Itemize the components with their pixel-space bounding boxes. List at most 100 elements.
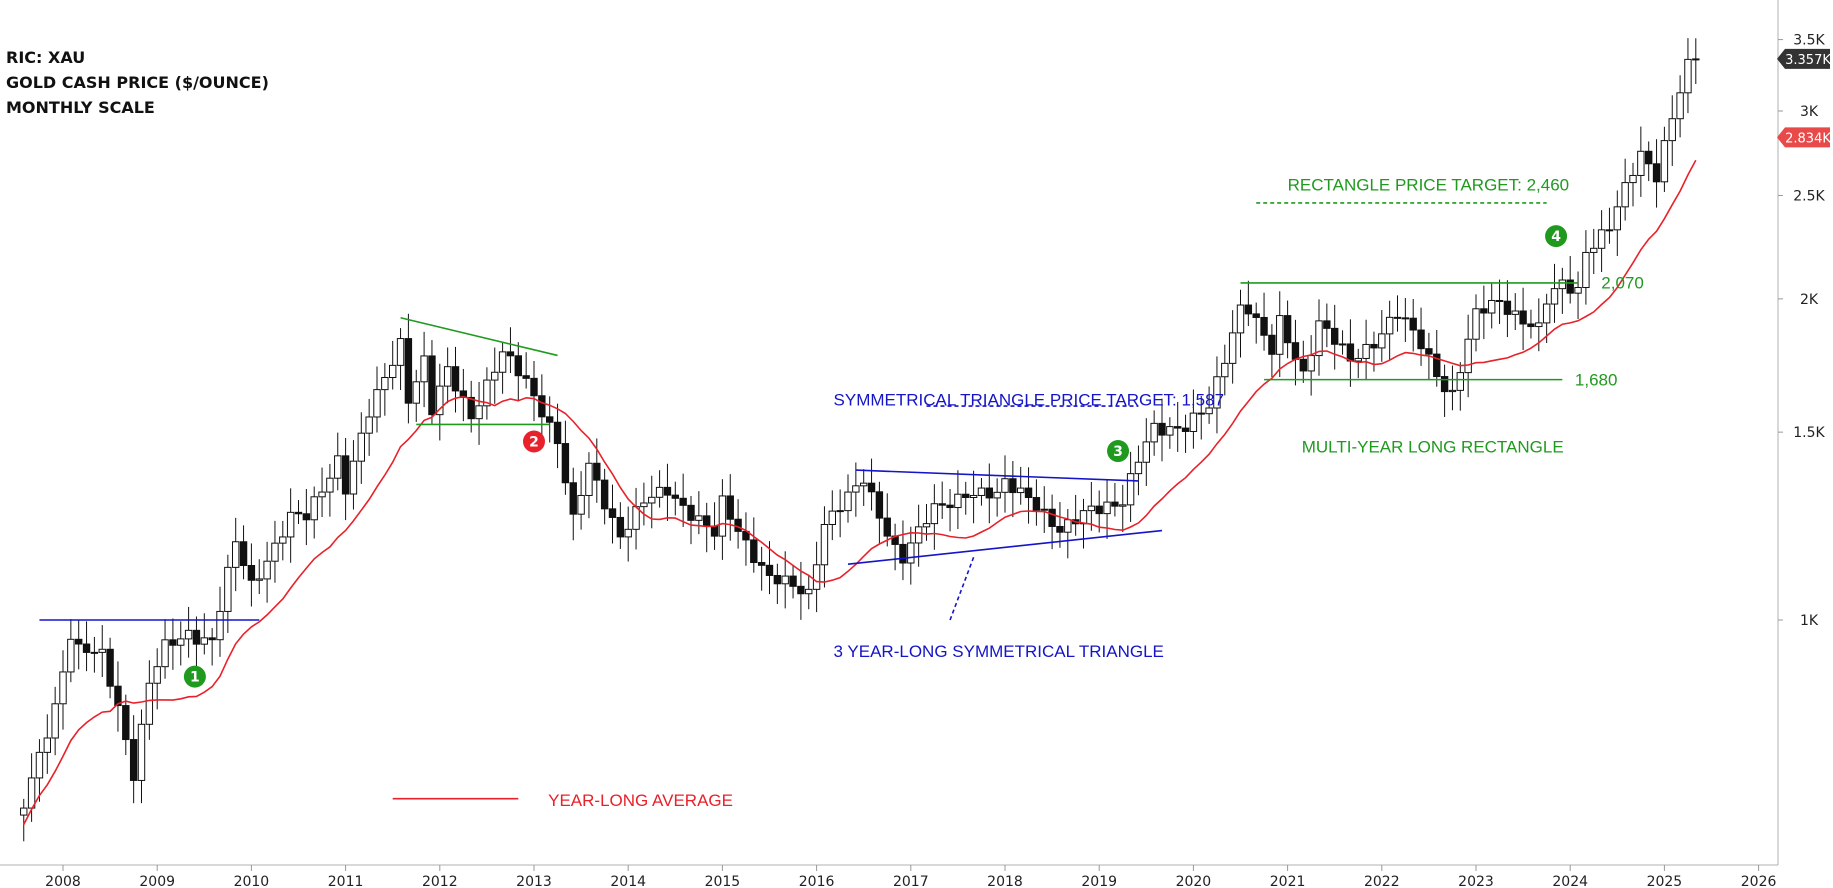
average-price-tag-bg [1777, 127, 1830, 148]
candle [1064, 519, 1072, 533]
candle [718, 495, 727, 537]
candle [1574, 287, 1582, 294]
candle [1323, 320, 1331, 329]
candle [208, 637, 216, 641]
candle [145, 682, 154, 725]
candle [1362, 343, 1370, 359]
candle [443, 366, 452, 387]
candle [757, 562, 766, 566]
candle [1315, 320, 1323, 357]
candle [1582, 251, 1590, 289]
candle [35, 751, 44, 779]
candle [703, 515, 711, 527]
candle [263, 560, 271, 580]
candle [334, 455, 342, 479]
candle [255, 578, 263, 581]
candle [1472, 308, 1480, 340]
candle [1166, 426, 1174, 436]
candle [1378, 333, 1386, 349]
x-tick-label: 2011 [328, 874, 364, 888]
candle [294, 511, 303, 515]
candle [365, 416, 373, 434]
candle [1558, 279, 1567, 290]
candle [1464, 338, 1472, 374]
candle [1268, 334, 1276, 355]
x-tick-label: 2021 [1270, 874, 1306, 888]
candle [1550, 288, 1559, 305]
candle [1095, 505, 1103, 515]
x-tick-label: 2018 [987, 874, 1023, 888]
candle [1291, 342, 1300, 360]
candle [67, 638, 75, 673]
candle [1346, 343, 1355, 362]
candle [1197, 412, 1205, 415]
x-tick-label: 2012 [422, 874, 458, 888]
y-tick-label: 2.5K [1793, 188, 1825, 204]
candle [1527, 323, 1535, 328]
candle [1652, 163, 1661, 183]
marker-2-icon [523, 430, 545, 453]
candle [216, 610, 224, 641]
candle [286, 511, 295, 538]
candle [1252, 313, 1260, 318]
candle [169, 639, 177, 646]
x-tick-label: 2023 [1458, 874, 1494, 888]
candle [1338, 343, 1347, 346]
candle [655, 486, 664, 498]
candle [1535, 322, 1543, 328]
x-tick-label: 2020 [1176, 874, 1212, 888]
candle [726, 495, 734, 520]
candle [1244, 304, 1253, 315]
candle [1079, 510, 1088, 525]
candle [326, 477, 334, 493]
candle [514, 355, 522, 377]
candle [239, 541, 248, 566]
candle [954, 493, 962, 509]
candle [600, 479, 609, 510]
candle [1385, 316, 1394, 335]
x-tick-label: 2026 [1741, 874, 1777, 888]
x-tick-label: 2009 [139, 874, 175, 888]
candle [129, 739, 138, 781]
candle [1134, 461, 1143, 475]
x-tick-label: 2019 [1081, 874, 1117, 888]
candle [20, 807, 28, 816]
rect-bottom-label: 1,680 [1575, 371, 1618, 390]
candle [396, 338, 405, 366]
candle [993, 491, 1001, 499]
candle [98, 648, 106, 653]
candle [451, 366, 460, 392]
candle [1409, 317, 1417, 331]
symbol-label: RIC: XAU [6, 48, 86, 67]
candle [1056, 525, 1064, 533]
candle [922, 523, 931, 528]
candle [648, 496, 656, 504]
x-tick-label: 2008 [45, 874, 81, 888]
candle [1087, 505, 1096, 512]
x-tick-label: 2017 [893, 874, 929, 888]
trendline [855, 469, 1139, 482]
year-long-average-line [22, 159, 1697, 825]
x-tick-label: 2015 [705, 874, 741, 888]
candle [1048, 508, 1056, 527]
candle [310, 496, 318, 521]
candle [765, 564, 774, 576]
candle [640, 502, 648, 508]
x-tick-label: 2024 [1552, 874, 1588, 888]
trendline [400, 316, 558, 357]
candle [106, 648, 114, 687]
candle [1126, 473, 1135, 506]
candle [1495, 299, 1504, 302]
candle [1103, 501, 1111, 515]
candle [475, 405, 483, 420]
candle [1692, 58, 1700, 61]
candle [114, 685, 122, 707]
average-legend-label: YEAR-LONG AVERAGE [548, 791, 733, 810]
y-tick-label: 3.5K [1793, 33, 1825, 49]
instrument-name: GOLD CASH PRICE ($/OUNCE) [6, 73, 269, 92]
candle [797, 585, 805, 595]
candle [1213, 376, 1221, 409]
candle [734, 518, 742, 532]
candle [1001, 478, 1009, 493]
candle [1142, 441, 1150, 463]
